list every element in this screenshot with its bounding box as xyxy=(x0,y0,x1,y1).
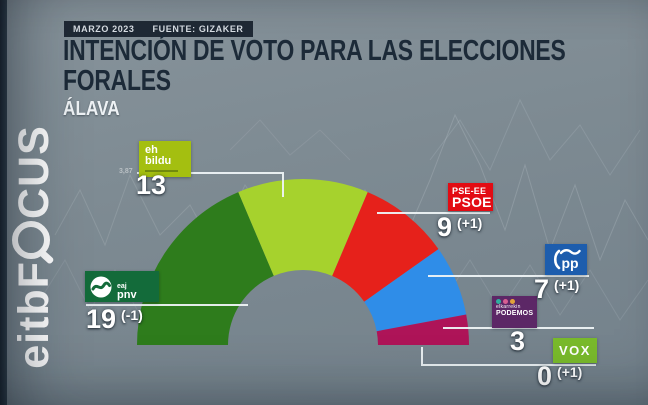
psoe-seats: 9 (+1) xyxy=(437,212,483,242)
region-subtitle: ÁLAVA xyxy=(63,98,120,120)
podemos-coalition-dots xyxy=(496,299,533,304)
background-axis-value: 3,87 xyxy=(119,168,133,175)
eh-bildu-seat-count: 13 xyxy=(136,170,167,200)
pnv-wordmark-eaj: eaj xyxy=(117,282,127,290)
pnv-wordmark-pnv: pnv xyxy=(117,288,137,301)
coalition-dot-1 xyxy=(496,299,501,304)
psoe-logo-line2: PSOE xyxy=(452,194,492,210)
leader-vox xyxy=(421,347,596,366)
podemos-logo-line1: elkarrekin xyxy=(496,304,521,310)
psoe-logo: PSE-EE PSOE xyxy=(448,183,493,211)
vox-logo-text: VOX xyxy=(559,343,591,358)
page-title-line2: FORALES xyxy=(63,65,171,97)
elkarrekin-podemos-logo: elkarrekin PODEMOS xyxy=(492,296,537,328)
eh-bildu-seats: 13 xyxy=(136,170,167,200)
pnv-seat-change: (-1) xyxy=(121,307,143,323)
pnv-wordmark: eaj pnv xyxy=(117,282,137,301)
pnv-seat-count: 19 xyxy=(86,304,117,334)
segment-pp xyxy=(364,249,467,332)
segment-elkarrekin-podemos xyxy=(376,314,470,345)
svg-text:pp: pp xyxy=(561,255,578,271)
pp-seats: 7 (+1) xyxy=(534,274,580,304)
source-label: FUENTE: GIZAKER xyxy=(152,24,244,34)
pnv-emblem-icon xyxy=(90,276,112,297)
segment-eh-bildu xyxy=(238,178,368,276)
eaj-pnv-logo: eaj pnv xyxy=(85,271,159,302)
segment-eaj-pnv xyxy=(137,192,274,345)
date-label: MARZO 2023 xyxy=(73,24,135,34)
pp-seat-count: 7 xyxy=(534,274,550,304)
vox-seat-count: 0 xyxy=(537,361,553,391)
vox-seats: 0 (+1) xyxy=(537,361,583,391)
pnv-seats: 19 (-1) xyxy=(86,304,143,334)
pp-logo: pp xyxy=(545,244,587,275)
psoe-seat-count: 9 xyxy=(437,212,453,242)
coalition-dot-3 xyxy=(510,299,515,304)
pp-emblem-icon: pp xyxy=(553,249,581,271)
segment-pse-ee-psoe xyxy=(332,192,439,302)
page-title-line1: INTENCIÓN DE VOTO PARA LAS ELECCIONES xyxy=(63,35,566,67)
eh-bildu-logo: eh bildu xyxy=(139,141,191,177)
vox-seat-change: (+1) xyxy=(557,364,583,380)
psoe-seat-change: (+1) xyxy=(457,215,483,231)
eh-bildu-logo-line1: eh xyxy=(145,144,158,156)
psoe-logo-line1: PSE-EE xyxy=(452,186,487,196)
left-edge-bar xyxy=(0,0,7,405)
pp-seat-change: (+1) xyxy=(554,277,580,293)
podemos-seat-count: 3 xyxy=(510,326,526,356)
eh-bildu-logo-line2: bildu xyxy=(145,155,172,167)
seat-segments xyxy=(137,178,470,345)
vox-logo: VOX xyxy=(553,338,597,363)
coalition-dot-2 xyxy=(503,299,508,304)
eh-bildu-logo-rule xyxy=(145,170,178,172)
podemos-seats: 3 xyxy=(510,326,526,356)
meta-bar: MARZO 2023 FUENTE: GIZAKER xyxy=(64,21,253,37)
podemos-logo-line2: PODEMOS xyxy=(496,310,534,317)
